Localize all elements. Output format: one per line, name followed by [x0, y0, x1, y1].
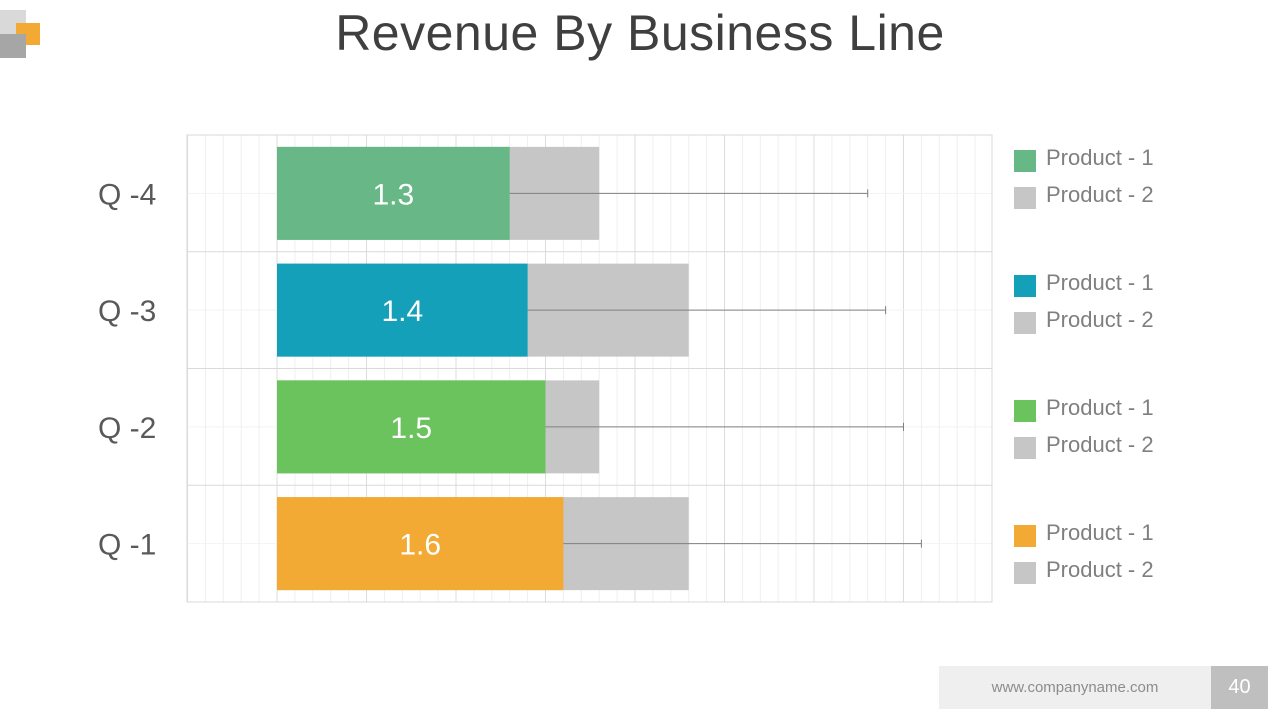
bar-product-1 — [277, 380, 546, 474]
legend-item: Product - 2 — [1014, 182, 1234, 210]
data-label: 1.6 — [399, 529, 441, 562]
logo-icon — [0, 10, 42, 58]
footer-bar — [939, 666, 1211, 709]
legend-label: Product - 2 — [1046, 182, 1154, 207]
slide-title: Revenue By Business Line — [335, 5, 945, 61]
legend-swatch — [1014, 150, 1036, 172]
legend-label: Product - 1 — [1046, 395, 1154, 420]
category-label: Q -3 — [98, 295, 156, 328]
legend-label: Product - 1 — [1046, 520, 1154, 545]
legend-label: Product - 2 — [1046, 307, 1154, 332]
bar-product-1 — [277, 146, 510, 240]
legend-swatch — [1014, 437, 1036, 459]
legend-swatch — [1014, 525, 1036, 547]
page-number: 40 — [1211, 666, 1268, 709]
bar-product-1 — [277, 497, 564, 591]
data-label: 1.3 — [372, 178, 414, 211]
legend-swatch — [1014, 400, 1036, 422]
legend-item: Product - 1 — [1014, 520, 1234, 548]
legend-swatch — [1014, 187, 1036, 209]
legend-label: Product - 2 — [1046, 432, 1154, 457]
category-label: Q -1 — [98, 529, 156, 562]
legend-item: Product - 1 — [1014, 395, 1234, 423]
legend-swatch — [1014, 562, 1036, 584]
legend-label: Product - 1 — [1046, 145, 1154, 170]
data-label: 1.4 — [381, 295, 423, 328]
legend-item: Product - 2 — [1014, 307, 1234, 335]
legend-swatch — [1014, 312, 1036, 334]
bar-product-1 — [277, 263, 528, 357]
legend-label: Product - 2 — [1046, 557, 1154, 582]
legend-item: Product - 1 — [1014, 145, 1234, 173]
category-label: Q -2 — [98, 412, 156, 445]
legend-item: Product - 1 — [1014, 270, 1234, 298]
data-label: 1.5 — [390, 412, 432, 445]
footer-url[interactable]: www.companyname.com — [991, 679, 1159, 696]
logo-square-dark — [0, 34, 26, 58]
category-label: Q -4 — [98, 178, 156, 211]
legend-swatch — [1014, 275, 1036, 297]
plot-border — [186, 134, 993, 603]
legend-label: Product - 1 — [1046, 270, 1154, 295]
legend-item: Product - 2 — [1014, 432, 1234, 460]
legend-item: Product - 2 — [1014, 557, 1234, 585]
